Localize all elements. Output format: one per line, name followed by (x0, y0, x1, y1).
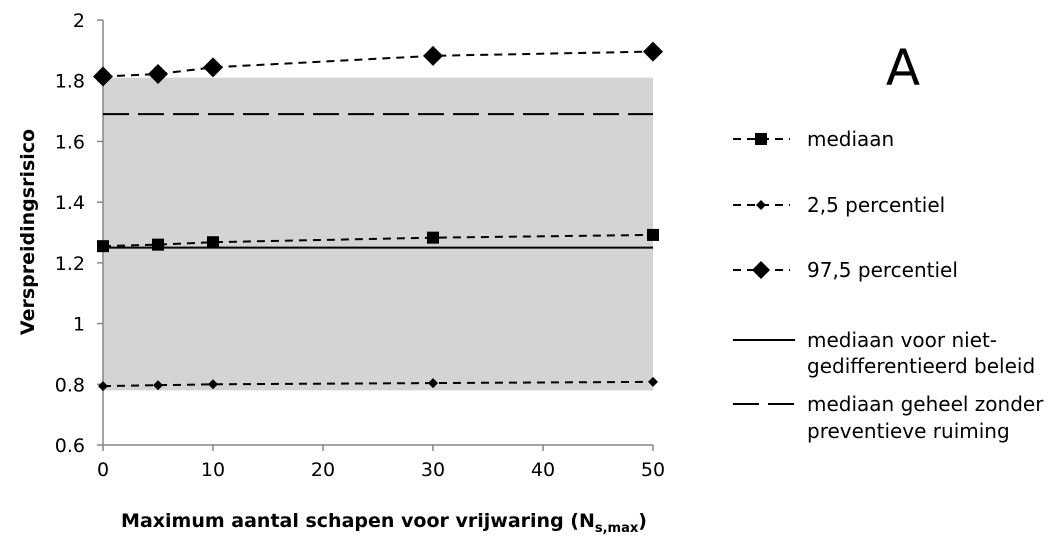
y-tick-label: 1.2 (55, 253, 85, 275)
y-tick-label: 1.4 (55, 192, 85, 214)
x-axis-title: Maximum aantal schapen voor vrijwaring (… (121, 510, 647, 535)
legend-item-no-culling: mediaan geheel zonder preventieve ruimin… (733, 392, 1044, 443)
x-tick-label: 10 (201, 459, 225, 481)
legend-label-mediaan: mediaan (807, 127, 894, 151)
data-point-small-diamond (98, 381, 108, 392)
y-tick-label: 1.6 (55, 131, 85, 153)
y-tick-label: 1 (73, 314, 85, 336)
data-point-diamond (423, 45, 443, 66)
data-point-small-diamond (648, 376, 658, 387)
data-point-small-diamond (208, 379, 218, 390)
x-axis-title-subscript: s,max (595, 521, 639, 535)
legend-marker-square (755, 133, 767, 145)
data-point-square (427, 231, 439, 244)
x-tick-label: 30 (421, 459, 445, 481)
data-point-diamond (148, 64, 168, 85)
legend-label-97-5-percentiel: 97,5 percentiel (807, 258, 958, 282)
legend-item-2-5-percentiel: 2,5 percentiel (733, 193, 945, 217)
y-tick-label: 1.8 (55, 71, 85, 93)
legend-label-non-differentiated-line2: gedifferentieerd beleid (807, 354, 1035, 378)
y-tick-label: 0.8 (55, 374, 85, 396)
data-point-square (97, 240, 109, 253)
legend-item-mediaan: mediaan (733, 127, 894, 151)
legend-label-2-5-percentiel: 2,5 percentiel (807, 193, 945, 217)
legend: mediaan 2,5 percentiel 97,5 percentiel m… (733, 127, 1044, 443)
data-point-small-diamond (428, 378, 438, 389)
x-tick-label: 20 (311, 459, 335, 481)
x-axis-title-main: Maximum aantal schapen voor vrijwaring (… (121, 510, 595, 532)
x-axis-title-close: ) (638, 510, 647, 532)
legend-label-no-culling-line2: preventieve ruiming (807, 419, 1010, 443)
series-line-2 (102, 50, 654, 78)
axis-ticks: 0.60.811.21.41.61.820 10 20 30 40 50 (55, 10, 665, 481)
x-tick-label: 50 (641, 459, 665, 481)
data-point-diamond (203, 57, 223, 78)
legend-marker-small-diamond (756, 200, 766, 210)
legend-label-non-differentiated-line1: mediaan voor niet- (807, 328, 997, 352)
y-tick-label: 2 (73, 10, 85, 32)
legend-label-no-culling-line1: mediaan geheel zonder (807, 392, 1044, 416)
legend-item-non-differentiated: mediaan voor niet- gedifferentieerd bele… (733, 328, 1035, 378)
y-tick-label: 0.6 (55, 435, 85, 457)
shaded-range-band (103, 77, 653, 391)
legend-item-97-5-percentiel: 97,5 percentiel (733, 258, 958, 282)
data-point-square (152, 238, 164, 251)
x-tick-label: 0 (97, 459, 109, 481)
data-point-diamond (643, 41, 663, 62)
x-tick-label: 40 (531, 459, 555, 481)
data-point-small-diamond (153, 380, 163, 391)
legend-marker-diamond (752, 261, 770, 279)
data-point-square (647, 228, 659, 241)
panel-label: A (886, 39, 920, 97)
series-layer (93, 41, 663, 392)
y-axis-title: Verspreidingsrisico (17, 129, 39, 335)
data-point-diamond (93, 66, 113, 87)
data-point-square (207, 236, 219, 249)
